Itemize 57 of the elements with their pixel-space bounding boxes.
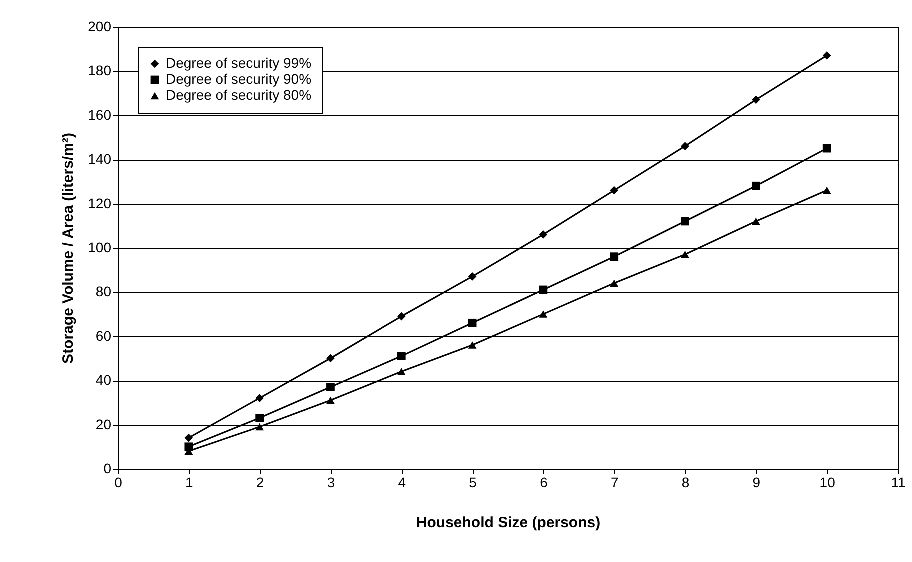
x-tick-label: 3 xyxy=(327,474,336,490)
point xyxy=(822,144,832,153)
point xyxy=(752,182,760,190)
x-tick-label: 2 xyxy=(256,474,264,490)
point xyxy=(326,354,335,363)
y-tick-label: 60 xyxy=(96,328,112,344)
point xyxy=(468,342,477,349)
y-axis-title: Storage Volume / Area (liters/m²) xyxy=(60,133,78,364)
y-tick-label: 40 xyxy=(96,372,112,388)
point xyxy=(326,383,335,392)
point xyxy=(822,52,832,60)
point xyxy=(184,442,194,452)
point xyxy=(610,186,619,195)
point xyxy=(681,217,690,226)
x-tick-label: 9 xyxy=(752,474,761,490)
y-tick-label: 140 xyxy=(88,151,112,168)
x-axis-title: Household Size (persons) xyxy=(416,514,601,532)
x-tick-label: 6 xyxy=(540,474,548,490)
point xyxy=(610,252,619,262)
y-tick-label: 20 xyxy=(96,416,112,432)
point xyxy=(256,423,264,431)
legend-label: Degree of security 99% xyxy=(166,55,312,71)
y-tick-label: 120 xyxy=(88,195,112,212)
y-tick-label: 200 xyxy=(88,18,112,34)
legend-label: Degree of security 90% xyxy=(166,71,312,87)
point xyxy=(539,286,548,294)
x-tick-label: 4 xyxy=(398,474,406,490)
x-tick-label: 1 xyxy=(186,474,194,490)
y-tick-label: 0 xyxy=(104,460,112,476)
point xyxy=(326,396,335,404)
point xyxy=(681,142,690,151)
point xyxy=(822,186,832,194)
point xyxy=(468,272,477,281)
x-tick-label: 7 xyxy=(610,474,619,490)
legend-label: Degree of security 80% xyxy=(166,87,312,103)
x-tick-label: 11 xyxy=(891,474,906,490)
point xyxy=(610,280,619,287)
point xyxy=(468,318,477,328)
point xyxy=(752,96,760,104)
x-tick-label: 10 xyxy=(820,474,836,490)
y-tick-label: 80 xyxy=(96,284,112,300)
x-tick-label: 8 xyxy=(682,474,690,490)
y-tick-label: 100 xyxy=(88,240,112,256)
point xyxy=(397,352,406,360)
y-tick-label: 160 xyxy=(88,106,112,123)
y-tick-label: 180 xyxy=(88,62,112,79)
point xyxy=(752,218,760,226)
x-tick-label: 5 xyxy=(469,474,478,490)
point xyxy=(184,434,194,442)
point xyxy=(397,312,406,321)
x-tick-label: 0 xyxy=(114,474,123,490)
point xyxy=(256,394,264,402)
point xyxy=(397,368,406,376)
point xyxy=(539,230,548,239)
point xyxy=(256,414,264,422)
point xyxy=(539,310,548,318)
point xyxy=(681,251,690,258)
